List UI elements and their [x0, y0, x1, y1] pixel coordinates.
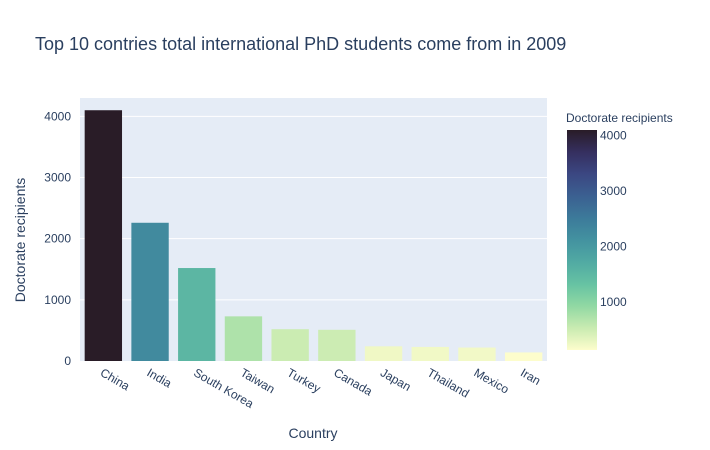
bars [84, 110, 543, 361]
y-tick-label: 4000 [44, 109, 71, 123]
x-tick-label: Mexico [471, 365, 511, 396]
colorbar-tick-label: 3000 [600, 184, 627, 198]
colorbar-title: Doctorate recipients [566, 111, 673, 125]
x-tick-label: India [145, 365, 175, 390]
colorbar: Doctorate recipients 1000 2000 3000 4000 [566, 111, 673, 350]
y-axis-title: Doctorate recipients [12, 178, 28, 303]
y-tick-label: 3000 [44, 171, 71, 185]
y-tick-label: 1000 [44, 293, 71, 307]
colorbar-gradient [567, 130, 597, 350]
bar [364, 346, 403, 361]
bar [271, 329, 309, 361]
colorbar-tick-label: 1000 [600, 295, 627, 309]
bar [178, 268, 216, 361]
bar [84, 110, 123, 361]
bar [131, 222, 169, 361]
colorbar-tick-label: 2000 [600, 240, 627, 254]
y-tick-label: 2000 [44, 232, 71, 246]
colorbar-tick-label: 4000 [600, 129, 627, 143]
x-tick-label: China [98, 365, 132, 393]
x-tick-label: Iran [518, 365, 543, 387]
bar [224, 316, 263, 361]
y-tick-label: 0 [64, 354, 71, 368]
x-tick-label: Canada [331, 365, 375, 398]
x-tick-label: Japan [378, 365, 413, 393]
bar [318, 329, 356, 361]
x-axis-title: Country [288, 425, 337, 441]
bar [504, 352, 543, 361]
y-axis-ticks: 0 1000 2000 3000 4000 [44, 109, 71, 368]
colorbar-ticks: 1000 2000 3000 4000 [600, 129, 627, 310]
chart-title: Top 10 contries total international PhD … [35, 34, 566, 54]
x-tick-label: Turkey [285, 365, 323, 395]
x-tick-label: Thailand [425, 365, 472, 400]
bar [411, 346, 449, 361]
bar [458, 347, 496, 361]
